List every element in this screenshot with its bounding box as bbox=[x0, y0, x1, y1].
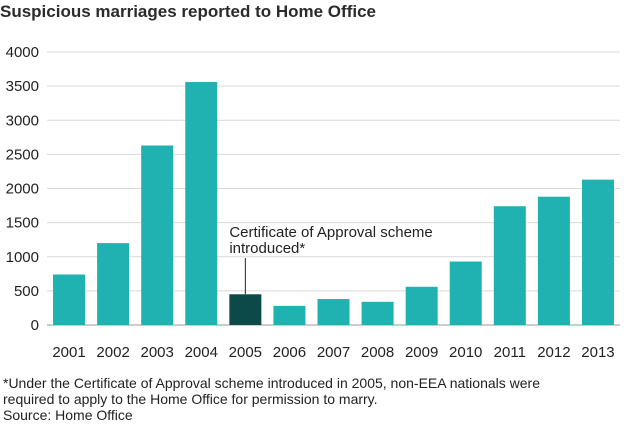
bar-2007 bbox=[317, 299, 350, 325]
x-tick-label: 2011 bbox=[494, 344, 526, 361]
bar-2003 bbox=[141, 145, 174, 325]
bar-2011 bbox=[493, 206, 526, 325]
x-tick-label: 2009 bbox=[405, 344, 438, 361]
bar-2002 bbox=[97, 243, 130, 325]
x-axis-ticks: 2001 2002 2003 2004 2005 2006 2007 2008 2009 2010… bbox=[52, 344, 614, 361]
bar-2010 bbox=[449, 261, 482, 325]
source-note: Source: Home Office bbox=[3, 407, 133, 423]
gridlines bbox=[47, 51, 620, 326]
y-tick-label: 3500 bbox=[6, 78, 39, 95]
bar-2012 bbox=[537, 196, 570, 325]
x-tick-label: 2001 bbox=[52, 344, 85, 361]
y-tick-label: 2500 bbox=[6, 146, 39, 163]
x-tick-label: 2002 bbox=[96, 344, 129, 361]
y-axis-ticks: 0 500 1000 1500 2000 2500 3000 3500 4000 bbox=[6, 44, 39, 334]
y-tick-label: 4000 bbox=[6, 44, 39, 61]
bar-2013 bbox=[581, 179, 614, 325]
bar-2001 bbox=[53, 274, 86, 325]
x-tick-label: 2004 bbox=[185, 344, 218, 361]
annotation-line-2: introduced* bbox=[229, 240, 305, 257]
footnote-line-1: *Under the Certificate of Approval schem… bbox=[3, 375, 540, 391]
y-tick-label: 500 bbox=[14, 283, 39, 300]
y-tick-label: 1000 bbox=[6, 249, 39, 266]
bar-2005 bbox=[229, 294, 262, 325]
bar-2004 bbox=[185, 82, 218, 325]
chart-title: Suspicious marriages reported to Home Of… bbox=[0, 2, 376, 21]
x-tick-label: 2006 bbox=[273, 344, 306, 361]
footnote: *Under the Certificate of Approval schem… bbox=[3, 375, 618, 423]
bar-2008 bbox=[361, 301, 394, 325]
annotation-line-1: Certificate of Approval scheme bbox=[229, 224, 432, 241]
x-tick-label: 2008 bbox=[361, 344, 394, 361]
bars bbox=[53, 82, 614, 325]
x-tick-label: 2007 bbox=[317, 344, 350, 361]
x-tick-label: 2005 bbox=[229, 344, 262, 361]
x-tick-label: 2003 bbox=[141, 344, 174, 361]
footnote-line-2: required to apply to the Home Office for… bbox=[3, 391, 378, 407]
y-tick-label: 3000 bbox=[6, 112, 39, 129]
x-tick-label: 2012 bbox=[537, 344, 570, 361]
bar-2006 bbox=[273, 305, 306, 325]
y-tick-label: 2000 bbox=[6, 181, 39, 198]
bar-2009 bbox=[405, 286, 438, 325]
y-tick-label: 1500 bbox=[6, 215, 39, 232]
annotation: Certificate of Approval scheme introduce… bbox=[229, 224, 433, 295]
x-tick-label: 2010 bbox=[449, 344, 482, 361]
y-tick-label: 0 bbox=[31, 317, 39, 334]
x-tick-label: 2013 bbox=[581, 344, 614, 361]
